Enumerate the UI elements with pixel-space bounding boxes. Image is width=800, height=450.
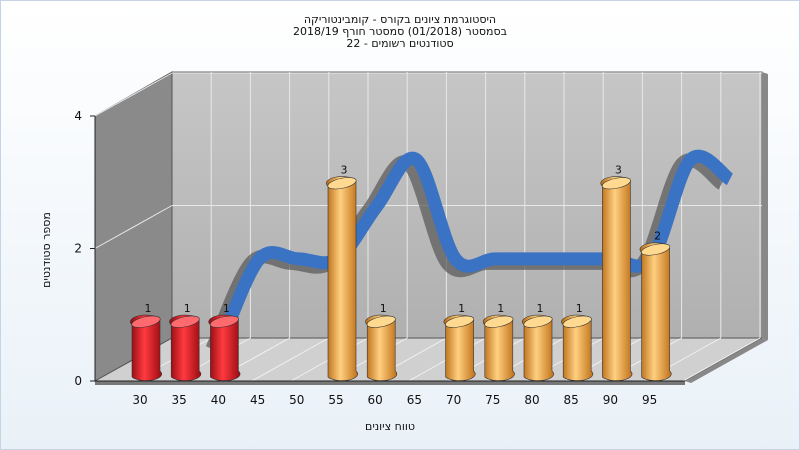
bar-85: 1 [561, 302, 594, 381]
y-tick-label: 2 [74, 242, 82, 256]
bar-top [170, 315, 200, 328]
x-tick-label: 80 [524, 393, 539, 407]
bar-top [445, 315, 475, 328]
bar-75: 1 [482, 302, 515, 381]
y-axis-label: מספר סטודנטים [40, 212, 53, 288]
x-axis-label: טווח ציונים [365, 420, 415, 433]
bar-70: 1 [443, 302, 476, 381]
x-tick-label: 85 [564, 393, 579, 407]
bar-90: 3 [600, 163, 633, 381]
title-line-3: סטודנטים רשומים - 22 [346, 37, 453, 50]
x-tick-label: 75 [485, 393, 500, 407]
bar-top [327, 177, 357, 190]
x-tick-label: 70 [446, 393, 461, 407]
grid-floor-line [682, 337, 761, 382]
x-tick-label: 65 [407, 393, 422, 407]
bar-body [326, 176, 358, 381]
x-tick-label: 30 [132, 393, 147, 407]
bar-value-label: 1 [458, 302, 465, 315]
bar-top [601, 177, 631, 190]
bar-value-label: 1 [380, 302, 387, 315]
bar-value-label: 1 [145, 302, 152, 315]
bar-value-label: 2 [654, 230, 661, 243]
bar-top [366, 315, 396, 328]
grid-left-wall-line [94, 72, 173, 117]
bar-value-label: 1 [497, 302, 504, 315]
bar-55: 3 [326, 163, 358, 381]
bar-35: 1 [169, 302, 202, 381]
bar-body [639, 242, 672, 381]
x-tick-label: 50 [289, 393, 304, 407]
x-ticks: 30 35 40 45 50 55 60 65 70 75 80 85 90 95 [95, 380, 685, 407]
bar-95: 2 [639, 230, 672, 381]
floor-front-edge [95, 381, 685, 385]
grid-left-wall-line [94, 205, 173, 249]
bar-top [484, 315, 514, 328]
bar-body [600, 176, 633, 381]
bar-value-label: 1 [223, 302, 230, 315]
bar-top [523, 315, 553, 328]
bar-40: 1 [208, 302, 241, 381]
floor-right-edge [685, 338, 768, 383]
x-tick-label: 90 [603, 393, 618, 407]
title-line-1: היסטוגרמת ציונים בקורס - קומבינטוריקה [304, 13, 496, 26]
y-ticks: 0 2 4 [74, 109, 95, 388]
bar-top [209, 315, 239, 328]
bars: 1 1 1 3 1 1 1 1 1 3 2 [130, 163, 672, 381]
bar-value-label: 3 [615, 163, 622, 176]
bar-top [641, 243, 671, 256]
x-tick-label: 95 [642, 393, 657, 407]
bar-value-label: 1 [537, 302, 544, 315]
bar-value-label: 1 [576, 302, 583, 315]
x-tick-label: 35 [172, 393, 187, 407]
grid-floor-line [251, 337, 330, 382]
bar-top [562, 315, 592, 328]
x-tick-label: 45 [250, 393, 265, 407]
bar-value-label: 1 [184, 302, 191, 315]
x-tick-label: 55 [328, 393, 343, 407]
bar-value-label: 3 [341, 163, 348, 176]
bar-30: 1 [130, 302, 162, 381]
x-tick-label: 60 [368, 393, 383, 407]
y-tick-label: 0 [74, 374, 82, 388]
title-line-2: בסמסטר (01/2018) סמסטר חורף 2018/19 [293, 25, 507, 38]
back-wall-right-edge [762, 72, 768, 340]
x-tick-label: 40 [211, 393, 226, 407]
bar-top [131, 315, 161, 328]
bar-80: 1 [522, 302, 554, 381]
y-tick-label: 4 [74, 109, 82, 123]
bar-60: 1 [365, 302, 398, 381]
